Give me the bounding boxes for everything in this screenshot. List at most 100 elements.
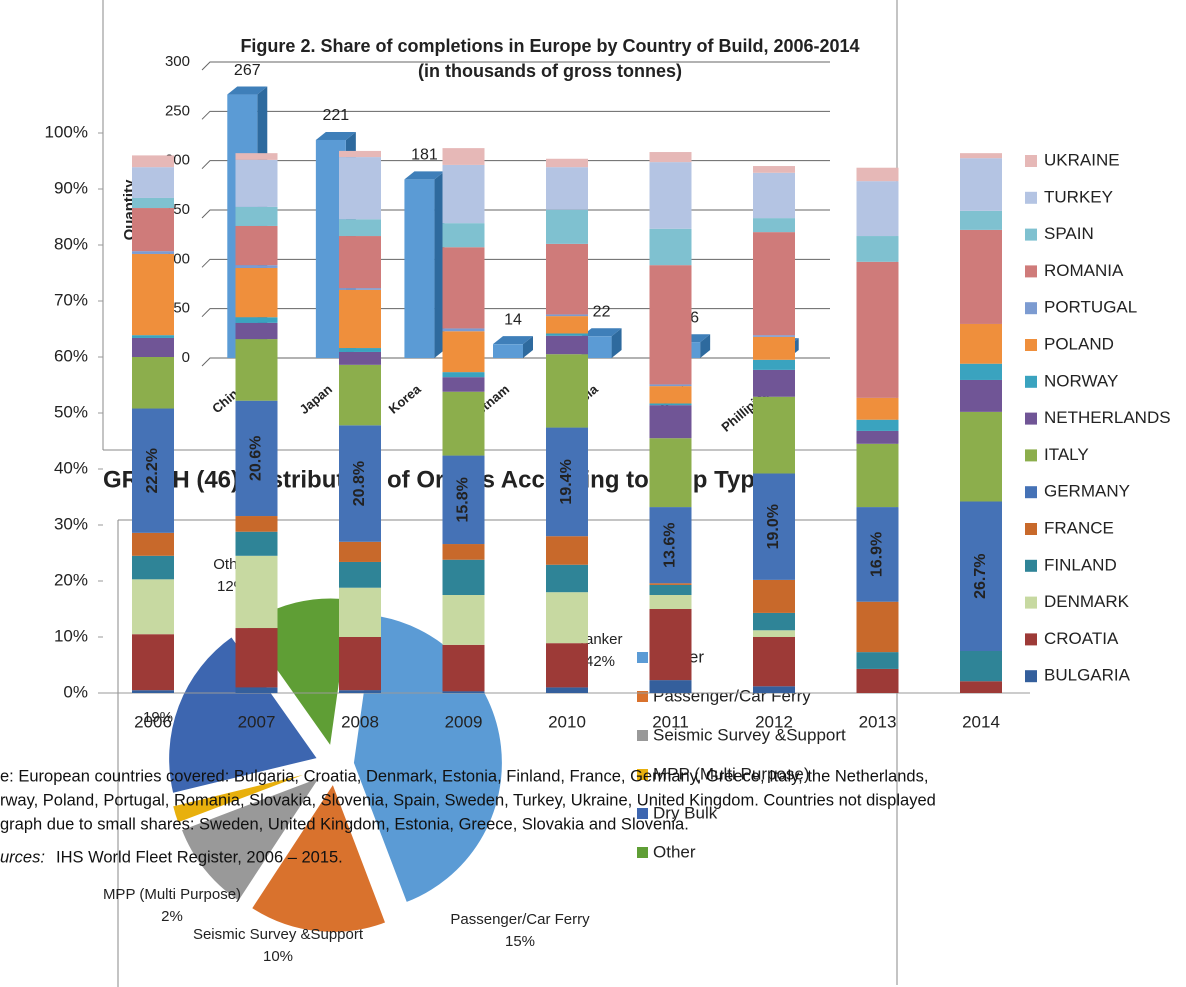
y-tick-label: 250 bbox=[165, 102, 190, 119]
bar-segment bbox=[132, 208, 174, 252]
x-tick-label: 2006 bbox=[134, 712, 172, 731]
bar-segment bbox=[856, 668, 899, 693]
bar-segment bbox=[649, 438, 692, 508]
bar-segment bbox=[442, 691, 485, 693]
legend-swatch bbox=[1025, 339, 1037, 351]
data-label: 20.8% bbox=[351, 461, 368, 506]
note-line: rway, Poland, Portugal, Romania, Slovaki… bbox=[0, 791, 936, 809]
x-tick-label: 2007 bbox=[238, 712, 276, 731]
bar-segment bbox=[546, 335, 588, 355]
bar-segment bbox=[235, 267, 278, 318]
legend-label: Seismic Survey &Support bbox=[653, 725, 846, 744]
legend-label: FINLAND bbox=[1044, 555, 1117, 574]
legend-label: POLAND bbox=[1044, 334, 1114, 353]
bar-top bbox=[493, 336, 533, 345]
bar-segment bbox=[339, 561, 381, 588]
legend-label: FRANCE bbox=[1044, 518, 1114, 537]
value-label: 221 bbox=[323, 107, 350, 124]
bar-segment bbox=[960, 153, 1002, 159]
legend-swatch bbox=[637, 730, 648, 741]
bar-segment bbox=[442, 559, 485, 595]
bar-top bbox=[581, 328, 622, 337]
bar-segment bbox=[132, 197, 174, 209]
bar-segment bbox=[339, 541, 381, 562]
bar-segment bbox=[649, 584, 692, 595]
bar-segment bbox=[856, 652, 899, 669]
bar-segment bbox=[235, 687, 278, 693]
bar-side bbox=[434, 171, 445, 358]
legend-swatch bbox=[637, 769, 648, 780]
note-line: graph due to small shares: Sweden, Unite… bbox=[0, 815, 689, 833]
y-tick-label: 90% bbox=[54, 178, 88, 197]
bar-segment bbox=[235, 516, 278, 532]
y-tick-label: 50% bbox=[54, 402, 88, 421]
bar-segment bbox=[442, 595, 485, 645]
bar-segment bbox=[856, 507, 899, 602]
bar-segment bbox=[132, 532, 174, 556]
grid-line bbox=[201, 258, 830, 268]
pie-slice bbox=[179, 774, 324, 904]
bar-side bbox=[523, 336, 533, 358]
bar-segment bbox=[856, 419, 899, 431]
legend-label: NORWAY bbox=[1044, 371, 1118, 390]
bar-segment bbox=[235, 206, 278, 226]
sources-label: urces: bbox=[0, 848, 45, 866]
x-tick-label: 2010 bbox=[548, 712, 586, 731]
y-tick-label: 0% bbox=[63, 682, 88, 701]
bar-segment bbox=[753, 166, 795, 173]
legend-label: UKRAINE bbox=[1044, 150, 1120, 169]
bar-segment bbox=[132, 337, 174, 357]
bar-segment bbox=[753, 359, 795, 370]
x-tick-label: 2008 bbox=[341, 712, 379, 731]
legend-swatch bbox=[1025, 559, 1037, 572]
bar-segment bbox=[339, 587, 381, 637]
bar-segment bbox=[856, 601, 899, 653]
bar-segment bbox=[960, 379, 1002, 412]
legend-label: DENMARK bbox=[1044, 592, 1130, 611]
bar-segment bbox=[546, 243, 588, 315]
data-label: 13.6% bbox=[662, 522, 679, 567]
pie-slice bbox=[249, 780, 388, 934]
slice-value: 42% bbox=[585, 653, 615, 670]
bar-segment bbox=[132, 634, 174, 691]
legend-swatch bbox=[1025, 633, 1037, 646]
legend-swatch bbox=[1025, 375, 1037, 388]
data-label: 16.9% bbox=[869, 532, 886, 577]
legend-label: ITALY bbox=[1044, 445, 1089, 464]
legend-swatch bbox=[637, 691, 648, 702]
bar-segment bbox=[235, 322, 278, 340]
bar-segment bbox=[960, 229, 1002, 324]
legend-label: BULGARIA bbox=[1044, 666, 1131, 685]
bar-segment bbox=[856, 397, 899, 420]
bar-segment bbox=[132, 408, 174, 533]
x-tick-label: 2012 bbox=[755, 712, 793, 731]
x-tick-label: 2013 bbox=[859, 712, 897, 731]
bar-segment bbox=[546, 536, 588, 565]
bar-segment bbox=[649, 680, 692, 693]
legend-label: GERMANY bbox=[1044, 482, 1130, 501]
bar-segment bbox=[649, 265, 692, 385]
x-tick-label: Japan bbox=[297, 381, 335, 417]
foreground-layer: Figure 2. Share of completions in Europe… bbox=[45, 36, 1171, 732]
legend-label: ROMANIA bbox=[1044, 261, 1124, 280]
slice-value: 19% bbox=[143, 709, 173, 726]
sources-text: IHS World Fleet Register, 2006 – 2015. bbox=[56, 848, 343, 866]
bar-segment bbox=[132, 335, 174, 338]
data-label: 26.7% bbox=[972, 554, 989, 599]
slice-value: 2% bbox=[161, 908, 183, 925]
x-tick-label: 2011 bbox=[652, 712, 689, 731]
value-label: 267 bbox=[234, 62, 261, 79]
bar-segment bbox=[649, 152, 692, 163]
legend-swatch bbox=[637, 808, 648, 819]
bar-segment bbox=[442, 148, 485, 165]
data-label: 19.0% bbox=[765, 504, 782, 549]
bar-segment bbox=[132, 251, 174, 254]
bar-segment bbox=[339, 236, 381, 289]
bar-segment bbox=[132, 155, 174, 168]
x-tick-label: Korea bbox=[386, 381, 424, 417]
bar-segment bbox=[960, 411, 1002, 502]
bar-segment bbox=[753, 473, 795, 580]
bar-segment bbox=[649, 507, 692, 584]
bar-segment bbox=[753, 335, 795, 337]
bar-segment bbox=[649, 403, 692, 406]
